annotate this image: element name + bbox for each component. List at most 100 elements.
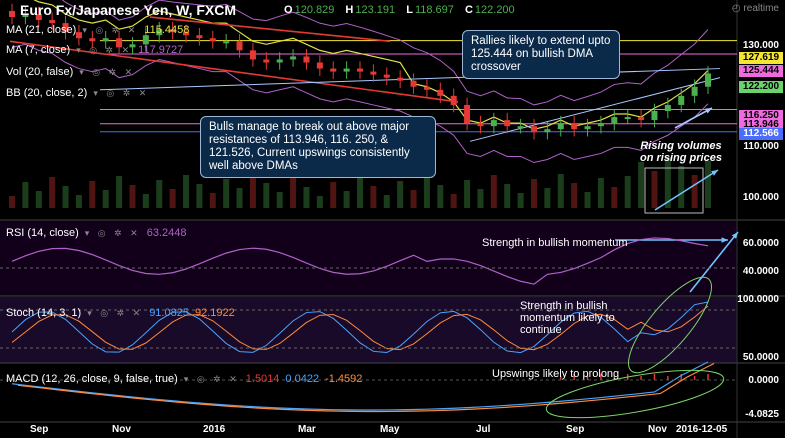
- candle-body: [290, 56, 297, 60]
- price-arrow: [674, 107, 713, 129]
- volume-bar: [263, 183, 270, 208]
- volume-bar: [544, 188, 551, 208]
- candle-body: [477, 123, 484, 127]
- note-stoch: Strength in bullish momentum likely to c…: [520, 300, 615, 336]
- resistance-line-lower: [9, 40, 459, 103]
- vol-legend[interactable]: Vol (20, false) ▾ ◎ ✲ ✕: [6, 66, 135, 78]
- stoch-panel-bg: [0, 297, 737, 363]
- ma21-legend[interactable]: MA (21, close) ▾ ◎ ✲ ✕ 115.4458: [6, 24, 189, 36]
- x-label: Nov: [112, 424, 131, 435]
- volume-arrow: [654, 169, 719, 211]
- candle-body: [249, 50, 256, 60]
- candle-body: [544, 129, 551, 133]
- candle-body: [557, 123, 564, 130]
- price-tick-100: 100.000: [742, 192, 779, 203]
- volume-bar: [597, 178, 604, 208]
- volume-bar: [624, 176, 631, 208]
- candle-body: [22, 14, 29, 18]
- close-key: C: [464, 4, 473, 16]
- rsi-legend[interactable]: RSI (14, close) ▾ ◎ ✲ ✕ 63.2448: [6, 227, 186, 239]
- price-tick-130: 130.000: [742, 40, 779, 51]
- volume-bar: [678, 166, 685, 208]
- high-value: 123.191: [355, 4, 396, 16]
- note-macd: Upswings likely to prolong: [492, 368, 620, 380]
- ma21-line: [33, 0, 709, 130]
- candle-body: [597, 123, 604, 127]
- rsi-panel-bg: [0, 221, 737, 296]
- volume-bar: [156, 180, 163, 208]
- bb-legend[interactable]: BB (20, close, 2) ▾ ◎ ✲ ✕: [6, 87, 149, 99]
- low-key: L: [406, 4, 413, 16]
- candle-body: [464, 104, 471, 124]
- volume-bar: [9, 196, 15, 208]
- note-rising-volumes: Rising volumes on rising prices: [640, 140, 722, 164]
- symbol-title[interactable]: Euro Fx/Japanese Yen, W, FXCM: [20, 2, 237, 18]
- x-label-date: 2016-12-05: [676, 424, 728, 435]
- x-label: Jul: [476, 424, 491, 435]
- macd-highlight-ellipse: [545, 369, 725, 419]
- volume-bar: [22, 182, 29, 208]
- volume-bar: [142, 194, 149, 208]
- stoch-k-value: 91.0825: [149, 307, 189, 319]
- macd-value: 1.5014: [245, 373, 280, 385]
- macd-signal-line: [17, 362, 715, 413]
- volume-bar: [236, 188, 243, 208]
- volume-bar: [223, 179, 230, 208]
- indicator-tools-icon[interactable]: ▾ ◎ ✲ ✕: [84, 227, 141, 238]
- volume-bar: [330, 182, 337, 208]
- volume-bar: [169, 189, 176, 208]
- candle-body: [169, 29, 176, 33]
- candle-body: [383, 74, 390, 78]
- chart-header: Euro Fx/Japanese Yen, W, FXCM O 120.829 H…: [0, 0, 785, 20]
- candle-body: [624, 117, 631, 120]
- candle-body: [89, 38, 96, 42]
- candle-body: [316, 62, 323, 69]
- low-value: 118.697: [414, 4, 454, 16]
- ma7-legend[interactable]: MA (7, close) ▾ ◎ ✲ ✕ 117.9727: [6, 44, 183, 56]
- high-key: H: [345, 4, 354, 16]
- x-label: May: [380, 424, 400, 435]
- candle-body: [584, 126, 591, 130]
- volume-bar: [290, 178, 297, 208]
- macd-legend[interactable]: MACD (12, 26, close, 9, false, true) ▾ ◎ …: [6, 373, 362, 385]
- indicator-tools-icon[interactable]: ▾ ◎ ✲ ✕: [183, 373, 240, 384]
- volume-bar: [316, 196, 323, 208]
- indicator-tools-icon[interactable]: ▾ ◎ ✲ ✕: [87, 307, 144, 318]
- realtime-indicator[interactable]: ◴ realtime: [731, 3, 779, 14]
- volume-bar: [370, 186, 377, 208]
- stoch-d-value: 92.1922: [194, 307, 235, 319]
- volume-bar: [129, 185, 136, 208]
- candle-body: [276, 59, 283, 63]
- volume-bar: [276, 192, 283, 208]
- volume-bar: [464, 180, 471, 208]
- x-label: Sep: [30, 424, 49, 435]
- macd-panel-bg: [0, 364, 737, 422]
- candle-body: [678, 95, 685, 105]
- price-tag-125: 125.444: [739, 65, 783, 77]
- candle-body: [62, 23, 69, 33]
- candle-body: [142, 35, 149, 45]
- candle-body: [437, 89, 444, 96]
- indicator-tools-icon[interactable]: ▾ ◎ ✲ ✕: [93, 87, 150, 98]
- rsi-arrow-up-head: [731, 232, 738, 239]
- volume-bar: [410, 190, 417, 208]
- open-value: 120.829: [294, 4, 335, 16]
- indicator-tools-icon[interactable]: ▾ ◎ ✲ ✕: [76, 44, 133, 55]
- bb-upper-line: [61, 0, 709, 106]
- volume-bar: [62, 186, 69, 208]
- indicator-tools-icon[interactable]: ▾ ◎ ✲ ✕: [82, 24, 139, 35]
- rsi-arrow-up: [689, 231, 739, 293]
- callout-bulls-breakout: Bulls manage to break out above major re…: [200, 116, 436, 178]
- volume-bar: [49, 177, 56, 208]
- price-tag-112: 112.566: [739, 128, 783, 140]
- volume-bar: [303, 187, 310, 208]
- volume-arrow-head: [711, 170, 718, 176]
- stoch-legend[interactable]: Stoch (14, 3, 1) ▾ ◎ ✲ ✕ 91.0825 92.1922: [6, 307, 235, 319]
- price-tick-110: 110.000: [743, 141, 779, 152]
- candle-body: [571, 123, 578, 130]
- volume-bar: [638, 162, 645, 208]
- ma21-label: MA (21, close): [6, 24, 77, 36]
- indicator-tools-icon[interactable]: ▾ ◎ ✲ ✕: [79, 66, 136, 77]
- volume-bar: [450, 194, 457, 208]
- price-tag-current: 122.200: [739, 81, 783, 93]
